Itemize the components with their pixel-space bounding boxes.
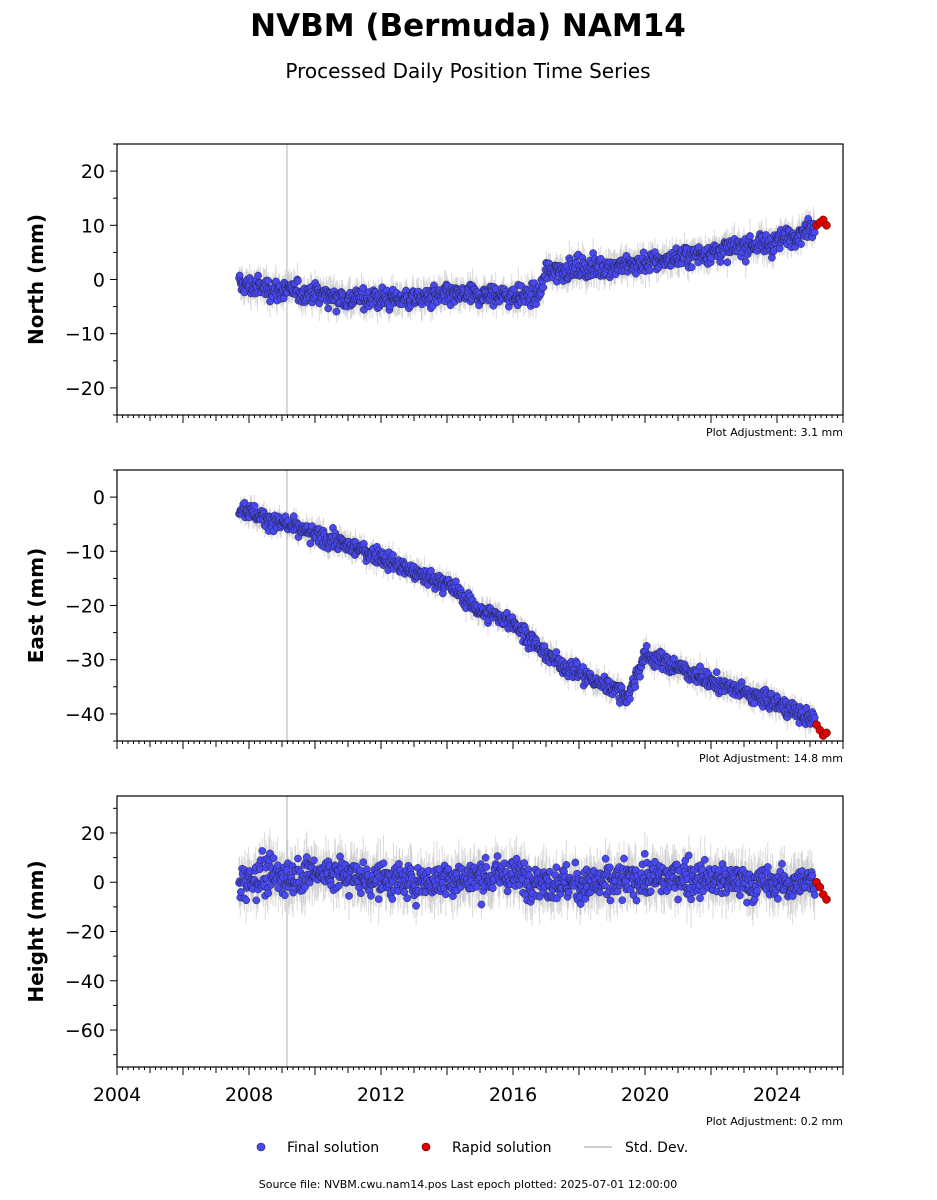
y-tick-label: 0 [93, 270, 105, 292]
final-point [573, 659, 581, 668]
rapid-points [812, 215, 831, 230]
y-tick-label: −10 [65, 324, 105, 346]
plot-area [235, 144, 831, 415]
final-point [359, 284, 368, 292]
y-axis-label: North (mm) [24, 214, 48, 345]
final-point [626, 694, 634, 703]
final-point [642, 642, 651, 650]
final-point [264, 276, 273, 285]
final-point [810, 228, 819, 237]
y-tick-label: −10 [65, 541, 105, 563]
rapid-point [822, 728, 831, 738]
rapid-point [822, 221, 831, 230]
final-point [645, 266, 654, 275]
final-point [552, 648, 561, 656]
final-point [687, 263, 696, 272]
final-point [797, 240, 805, 248]
final-point [306, 539, 315, 548]
final-points [235, 498, 819, 728]
plot-frame [116, 143, 844, 416]
final-point [539, 283, 548, 292]
final-point [802, 703, 811, 712]
final-point [389, 551, 397, 559]
final-point [768, 253, 776, 262]
final-point [452, 577, 460, 586]
final-point [723, 258, 732, 267]
final-point [332, 307, 341, 316]
y-tick-label: 0 [93, 487, 105, 509]
final-point [750, 699, 758, 708]
final-points [235, 215, 819, 316]
y-tick-label: −30 [65, 650, 105, 672]
final-point [810, 713, 819, 722]
y-axis-label: East (mm) [24, 548, 48, 664]
plot-adjustment: Plot Adjustment: 3.1 mm [706, 426, 843, 439]
figure-title: NVBM (Bermuda) NAM14 [250, 8, 686, 44]
plot-area [235, 470, 831, 741]
north-panel: −20 −10 0 10 20 North (mm) Plot Adjustment: 3.… [24, 143, 844, 439]
plot-adjustment: Plot Adjustment: 14.8 mm [699, 752, 843, 765]
final-point [670, 654, 678, 663]
final-point [324, 304, 333, 313]
final-point [631, 683, 640, 691]
final-point [636, 672, 644, 681]
final-point [254, 271, 262, 280]
final-point [294, 276, 302, 285]
y-tick-label: −20 [65, 378, 105, 400]
final-point [639, 248, 648, 257]
y-tick-label: 20 [81, 161, 105, 183]
final-point [741, 257, 750, 266]
final-point [712, 668, 721, 677]
rapid-points [812, 720, 831, 740]
plot-area [235, 796, 831, 1067]
east-panel: −40 −30 −20 −10 0 East (mm) Plot Adjustment: 1… [24, 469, 844, 765]
final-point [775, 244, 784, 253]
y-tick-label: 10 [81, 215, 105, 237]
figure-subtitle: Processed Daily Position Time Series [285, 59, 650, 83]
final-point [250, 502, 259, 510]
final-point [696, 662, 704, 671]
y-tick-label: −40 [65, 704, 105, 726]
y-tick-label: −20 [65, 596, 105, 618]
final-point [746, 232, 754, 240]
